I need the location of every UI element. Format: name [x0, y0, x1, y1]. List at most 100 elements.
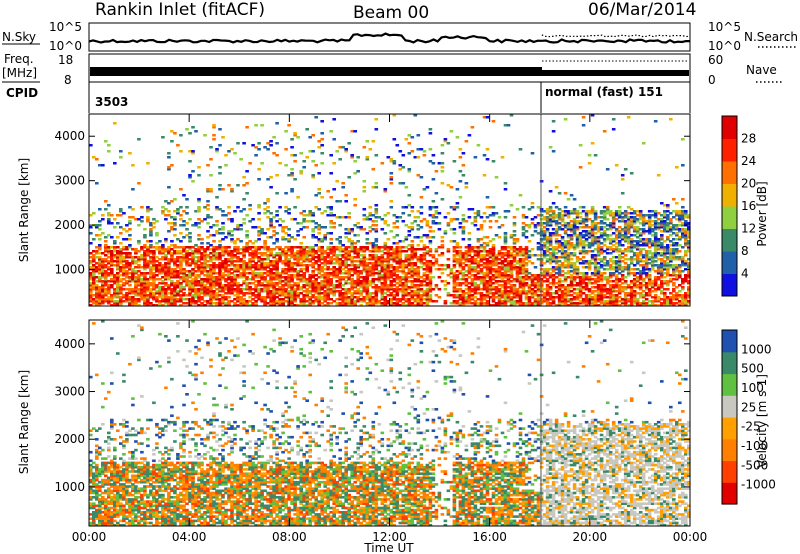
data-cell — [377, 280, 382, 283]
data-cell — [425, 294, 430, 297]
data-cell — [452, 248, 457, 251]
data-cell — [209, 174, 213, 177]
data-cell — [566, 284, 571, 287]
data-cell — [152, 294, 156, 297]
data-cell — [356, 250, 360, 253]
data-cell — [116, 294, 120, 297]
data-cell — [155, 220, 159, 223]
data-cell — [575, 212, 580, 215]
data-cell — [488, 296, 493, 299]
data-cell — [596, 226, 601, 229]
data-cell — [338, 248, 342, 251]
data-cell — [596, 238, 601, 241]
data-cell — [143, 282, 147, 285]
data-cell — [356, 298, 360, 301]
data-cell — [344, 148, 348, 151]
data-cell — [215, 284, 219, 287]
data-cell — [593, 256, 598, 259]
data-cell — [581, 262, 586, 265]
data-cell — [386, 278, 391, 281]
data-cell — [299, 280, 303, 283]
data-cell — [149, 222, 153, 225]
data-cell — [92, 266, 96, 269]
data-cell — [233, 240, 237, 243]
data-cell — [398, 270, 403, 273]
data-cell — [98, 294, 102, 297]
data-cell — [248, 260, 252, 263]
data-cell — [506, 252, 511, 255]
data-cell — [362, 266, 367, 269]
data-cell — [359, 262, 363, 265]
data-cell — [281, 226, 285, 229]
data-cell — [584, 238, 589, 241]
data-cell — [248, 162, 252, 165]
data-cell — [503, 302, 508, 305]
data-cell — [218, 264, 222, 267]
data-cell — [272, 296, 276, 299]
data-cell — [557, 288, 562, 291]
data-cell — [509, 262, 514, 265]
data-cell — [251, 218, 255, 221]
data-cell — [566, 258, 571, 261]
data-cell — [338, 290, 342, 293]
data-cell — [101, 300, 105, 303]
data-cell — [89, 282, 93, 285]
data-cell — [119, 150, 123, 153]
data-cell — [116, 266, 120, 269]
data-cell — [425, 246, 430, 249]
data-cell — [224, 246, 228, 249]
data-cell — [434, 210, 439, 213]
data-cell — [431, 262, 436, 265]
data-cell — [404, 260, 409, 263]
data-cell — [545, 274, 550, 277]
data-cell — [590, 302, 595, 305]
data-cell — [548, 242, 553, 245]
data-cell — [218, 232, 222, 235]
data-cell — [293, 284, 297, 287]
data-cell — [104, 254, 108, 257]
data-cell — [500, 256, 505, 259]
data-cell — [173, 132, 177, 135]
data-cell — [242, 248, 246, 251]
data-cell — [374, 186, 379, 189]
data-cell — [344, 254, 348, 257]
data-cell — [347, 274, 351, 277]
data-cell — [317, 250, 321, 253]
data-cell — [404, 254, 409, 257]
data-cell — [254, 226, 258, 229]
data-cell — [179, 250, 183, 253]
data-cell — [440, 236, 445, 239]
data-cell — [569, 294, 574, 297]
data-cell — [518, 148, 523, 151]
data-cell — [461, 266, 466, 269]
data-cell — [110, 214, 114, 217]
data-cell — [221, 260, 225, 263]
data-cell — [470, 284, 475, 287]
data-cell — [95, 302, 99, 305]
data-cell — [137, 182, 141, 185]
data-cell — [563, 242, 568, 245]
data-cell — [146, 286, 150, 289]
data-cell — [152, 246, 156, 249]
data-cell — [119, 296, 123, 299]
data-cell — [581, 288, 586, 291]
data-cell — [266, 210, 270, 213]
data-cell — [461, 256, 466, 259]
data-cell — [344, 276, 348, 279]
data-cell — [521, 206, 526, 209]
data-cell — [593, 290, 598, 293]
data-cell — [371, 302, 376, 305]
data-cell — [512, 246, 517, 249]
data-cell — [596, 290, 601, 293]
data-cell — [425, 292, 430, 295]
data-cell — [158, 292, 162, 295]
data-cell — [197, 294, 201, 297]
data-cell — [206, 254, 210, 257]
data-cell — [98, 258, 102, 261]
data-cell — [497, 262, 502, 265]
data-cell — [116, 292, 120, 295]
data-cell — [302, 296, 306, 299]
data-cell — [281, 288, 285, 291]
data-cell — [404, 284, 409, 287]
data-cell — [299, 242, 303, 245]
